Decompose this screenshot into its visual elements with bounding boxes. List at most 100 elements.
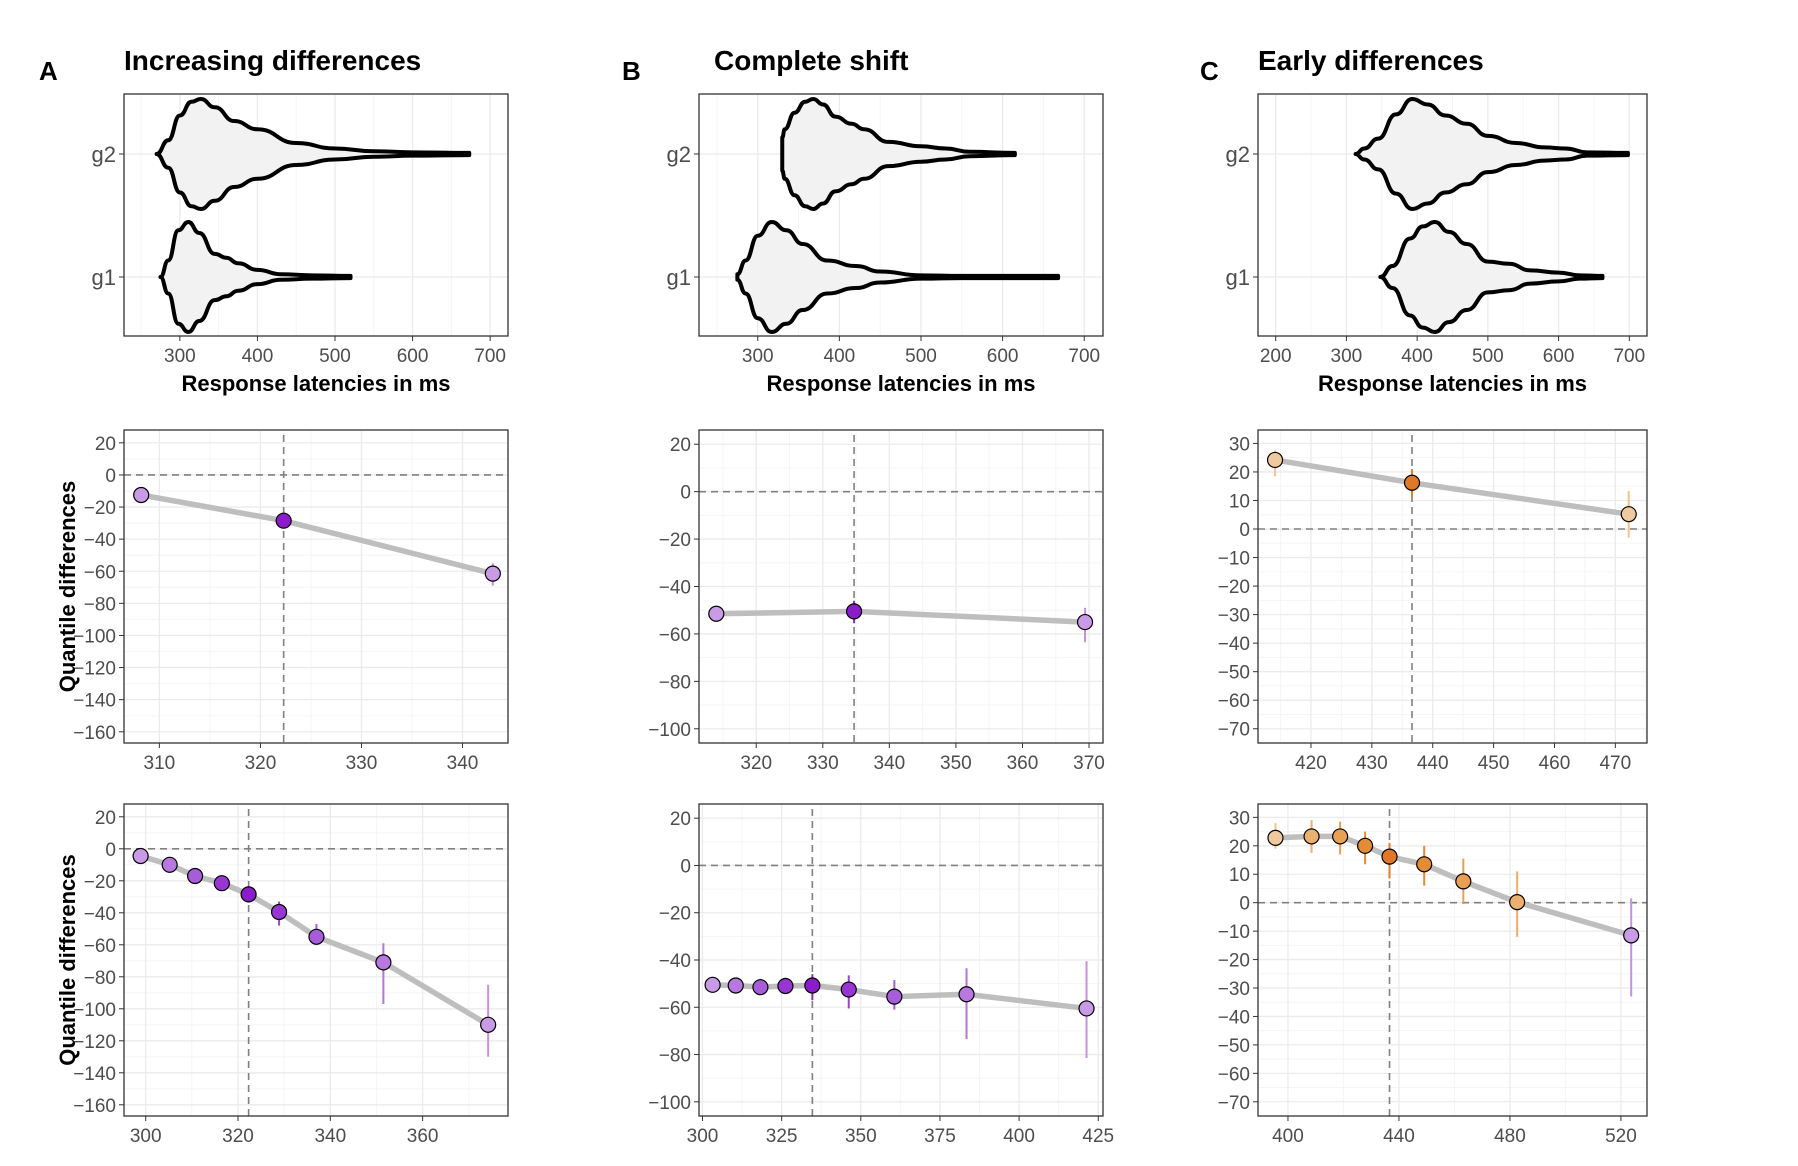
data-point [375,954,392,971]
data-point [1266,451,1284,469]
x-tick-label: 700 [1068,346,1100,367]
data-point [1381,848,1398,865]
x-tick-label: 500 [1472,346,1504,367]
x-tick-label: 350 [845,1126,877,1147]
y-tick-label: −140 [73,691,116,712]
data-point [308,928,325,945]
y-tick-label: 0 [680,856,691,877]
y-tick-label: 10 [1229,865,1250,886]
x-tick-label: 400 [242,346,274,367]
y-tick-label: 20 [95,808,116,829]
y-tick-label: 10 [1229,491,1250,512]
y-tick-label: −100 [73,1000,116,1021]
y-tick-label: −80 [659,1046,691,1067]
panel-title: Complete shift [714,45,908,76]
panel-letter: C [1200,56,1219,86]
violin-g2 [1353,97,1630,211]
y-tick-label: 30 [1229,434,1250,455]
y-tick-label: −120 [73,1032,116,1053]
y-category-label: g2 [1226,142,1250,167]
y-tick-label: 0 [1239,520,1250,541]
data-point [1416,856,1433,873]
x-tick-label: 400 [1003,1126,1035,1147]
y-tick-label: −50 [1218,663,1250,684]
data-point [958,986,975,1003]
y-tick-label: −10 [1218,549,1250,570]
shift-function-tertiles: 320 330 340 350 360 370 20 0 −20 −40 −60 −80 −100 [648,429,1105,774]
violin-chart: 300 400 500 600 700 g2 g1 Response latencies in… [667,93,1104,396]
x-tick-label: 700 [474,346,506,367]
y-tick-label: −40 [1218,1007,1250,1028]
y-tick-label: −30 [1218,606,1250,627]
y-tick-label: −40 [84,904,116,925]
panel-B: B Complete shift 300 400 500 600 700 g2 g1 Respon… [622,45,1114,1147]
y-tick-label: −60 [84,936,116,957]
shift-function-tertiles: 310 320 330 340 20 0 −20 −40 −60 −80 −100 −120 −140 −… [55,429,509,774]
x-tick-label: 300 [164,346,196,367]
y-tick-label: −10 [1218,922,1250,943]
y-tick-label: −70 [1218,1093,1250,1114]
data-point [1303,828,1320,845]
x-tick-label: 470 [1599,753,1631,774]
data-point [1356,837,1374,854]
panel-letter: A [39,56,58,86]
x-tick-label: 360 [407,1126,439,1147]
y-category-label: g2 [92,142,116,167]
y-tick-label: −80 [84,594,116,615]
y-tick-label: −20 [1218,951,1250,972]
x-tick-label: 425 [1082,1126,1114,1147]
x-tick-label: 200 [1260,346,1292,367]
y-tick-label: −20 [659,904,691,925]
data-point [213,875,230,892]
y-tick-label: −20 [84,498,116,519]
x-tick-label: 340 [314,1126,346,1147]
x-tick-label: 520 [1605,1126,1637,1147]
x-axis-title: Response latencies in ms [182,371,451,396]
y-tick-label: 0 [105,466,116,487]
y-tick-label: −20 [1218,577,1250,598]
violin-panel-border [698,93,1104,337]
violin-g1 [1378,220,1605,334]
x-tick-label: 320 [222,1126,254,1147]
x-tick-label: 325 [766,1126,798,1147]
data-point [1078,1000,1095,1017]
shift-panel-border [1257,803,1648,1117]
data-point [1455,873,1472,890]
x-tick-label: 300 [742,346,774,367]
x-tick-label: 450 [1478,753,1510,774]
x-tick-label: 370 [1073,753,1105,774]
x-tick-label: 480 [1494,1126,1526,1147]
x-tick-label: 600 [1543,346,1575,367]
data-point [845,603,863,620]
y-tick-label: −120 [73,659,116,680]
y-tick-label: −60 [1218,691,1250,712]
shift-function-deciles: 300 325 350 375 400 425 20 0 −20 −40 −60 −80 −100 [648,803,1114,1147]
y-tick-label: −50 [1218,1036,1250,1057]
x-tick-label: 400 [1272,1126,1304,1147]
shift-panel-border [1257,429,1648,744]
x-tick-label: 340 [874,753,906,774]
data-point [1267,829,1284,846]
y-axis-title: Quantile differences [55,854,80,1066]
x-axis-title: Response latencies in ms [1318,371,1587,396]
data-point [727,977,744,994]
x-axis-title: Response latencies in ms [767,371,1036,396]
data-point [1332,828,1349,845]
y-tick-label: −40 [1218,634,1250,655]
y-tick-label: 0 [1239,894,1250,915]
y-tick-label: −100 [73,626,116,647]
y-tick-label: −60 [84,562,116,583]
shift-panel-border [123,803,509,1117]
y-tick-label: −40 [659,951,691,972]
y-tick-label: −100 [648,1093,691,1114]
violin-chart: 200 300 400 500 600 700 g2 g1 Response latencies… [1226,93,1648,396]
x-tick-label: 440 [1383,1126,1415,1147]
panel-title: Early differences [1258,45,1484,76]
x-tick-label: 440 [1417,753,1449,774]
y-tick-label: −20 [84,872,116,893]
x-tick-label: 400 [1401,346,1433,367]
violin-chart: 300 400 500 600 700 g2 g1 Response latencies in… [92,93,509,396]
data-point [133,486,150,504]
data-point [708,605,725,622]
x-tick-label: 600 [397,346,429,367]
